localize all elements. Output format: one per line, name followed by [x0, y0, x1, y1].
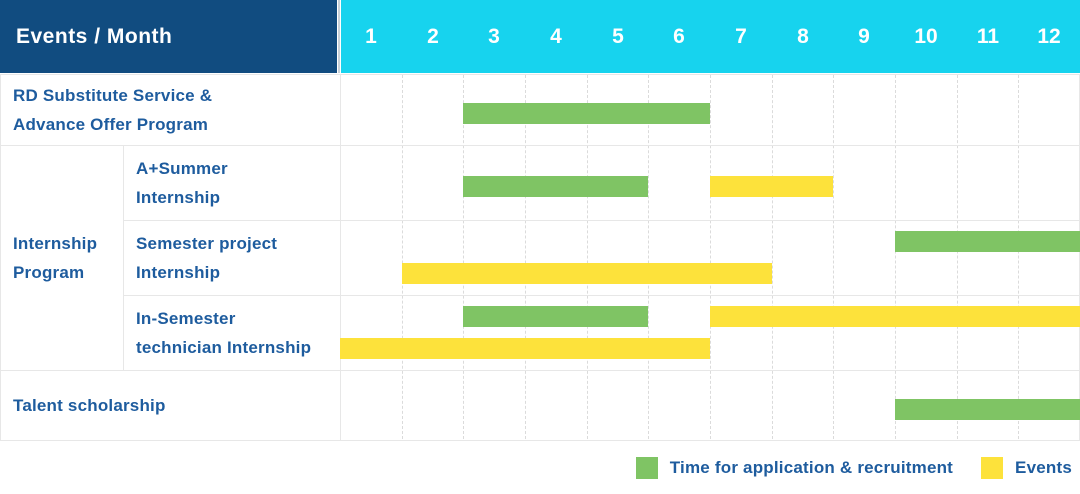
label-line: Talent scholarship — [13, 395, 166, 415]
gantt-bar-application-semester-project-internship — [895, 231, 1080, 252]
table-left-border — [0, 74, 1, 440]
row-label-rd-substitute: RD Substitute Service & Advance Offer Pro… — [0, 74, 340, 145]
table-bottom-border — [0, 440, 1080, 441]
label-line: Semester project — [136, 233, 278, 253]
month-header-label: 1 — [365, 24, 377, 48]
legend-item-events: Events — [981, 457, 1072, 479]
label-line: Internship — [136, 187, 221, 207]
month-header-label: 10 — [914, 24, 938, 48]
months-header-background — [341, 0, 1080, 73]
month-header-label: 8 — [797, 24, 809, 48]
row-label-a-summer-internship: A+Summer Internship — [123, 145, 340, 220]
month-gridline — [957, 75, 958, 439]
month-gridline — [895, 75, 896, 439]
month-header-label: 12 — [1037, 24, 1061, 48]
row-group-label-internship-program: Internship Program — [0, 145, 123, 370]
row-label-talent-scholarship: Talent scholarship — [0, 370, 340, 440]
month-header-label: 9 — [858, 24, 870, 48]
legend-label-events: Events — [1015, 458, 1072, 477]
month-header-label: 11 — [976, 24, 1000, 48]
gantt-bar-event-in-semester-technician-internship — [710, 306, 1080, 327]
month-header-label: 7 — [735, 24, 747, 48]
month-gridline — [710, 75, 711, 439]
month-gridline — [1018, 75, 1019, 439]
label-line: Program — [13, 262, 85, 282]
label-line: technician Internship — [136, 337, 312, 357]
month-gridline — [587, 75, 588, 439]
label-line: RD Substitute Service & — [13, 85, 213, 105]
gantt-bar-application-rd-substitute — [463, 103, 710, 124]
row-border — [123, 220, 1080, 221]
row-label-semester-project-internship: Semester project Internship — [123, 220, 340, 295]
row-border — [0, 145, 1080, 146]
legend: Time for application & recruitment Event… — [635, 457, 1072, 479]
gantt-bar-event-a-summer-internship — [710, 176, 833, 197]
month-gridline — [648, 75, 649, 439]
gantt-bar-application-talent-scholarship — [895, 399, 1080, 420]
row-border — [0, 370, 1080, 371]
label-line: Internship — [13, 233, 98, 253]
month-gridline — [463, 75, 464, 439]
month-gridline — [402, 75, 403, 439]
header-title-cell: Events / Month — [0, 0, 337, 73]
label-line: Internship — [136, 262, 221, 282]
legend-item-application: Time for application & recruitment — [635, 457, 954, 479]
month-gridline — [525, 75, 526, 439]
legend-label-application: Time for application & recruitment — [669, 458, 954, 477]
sub-column-border — [123, 145, 124, 370]
month-header-label: 5 — [612, 24, 624, 48]
gantt-bar-event-in-semester-technician-internship — [340, 338, 710, 359]
label-column-border — [340, 74, 341, 440]
gantt-bar-event-semester-project-internship — [402, 263, 772, 284]
month-header-label: 3 — [488, 24, 500, 48]
label-line: Advance Offer Program — [13, 114, 209, 134]
legend-swatch-application-icon — [635, 457, 658, 479]
gantt-bar-application-in-semester-technician-internship — [463, 306, 648, 327]
month-gridline — [833, 75, 834, 439]
month-header-label: 4 — [550, 24, 562, 48]
month-header-label: 2 — [427, 24, 439, 48]
gantt-bar-application-a-summer-internship — [463, 176, 648, 197]
month-header-label: 6 — [673, 24, 685, 48]
legend-swatch-events-icon — [981, 457, 1004, 479]
table-top-border — [0, 74, 1080, 75]
month-gridline — [772, 75, 773, 439]
header-divider-line — [338, 0, 340, 73]
label-line: A+Summer — [136, 158, 228, 178]
row-label-in-semester-technician-internship: In-Semester technician Internship — [123, 295, 340, 370]
row-border — [123, 295, 1080, 296]
label-line: In-Semester — [136, 308, 236, 328]
